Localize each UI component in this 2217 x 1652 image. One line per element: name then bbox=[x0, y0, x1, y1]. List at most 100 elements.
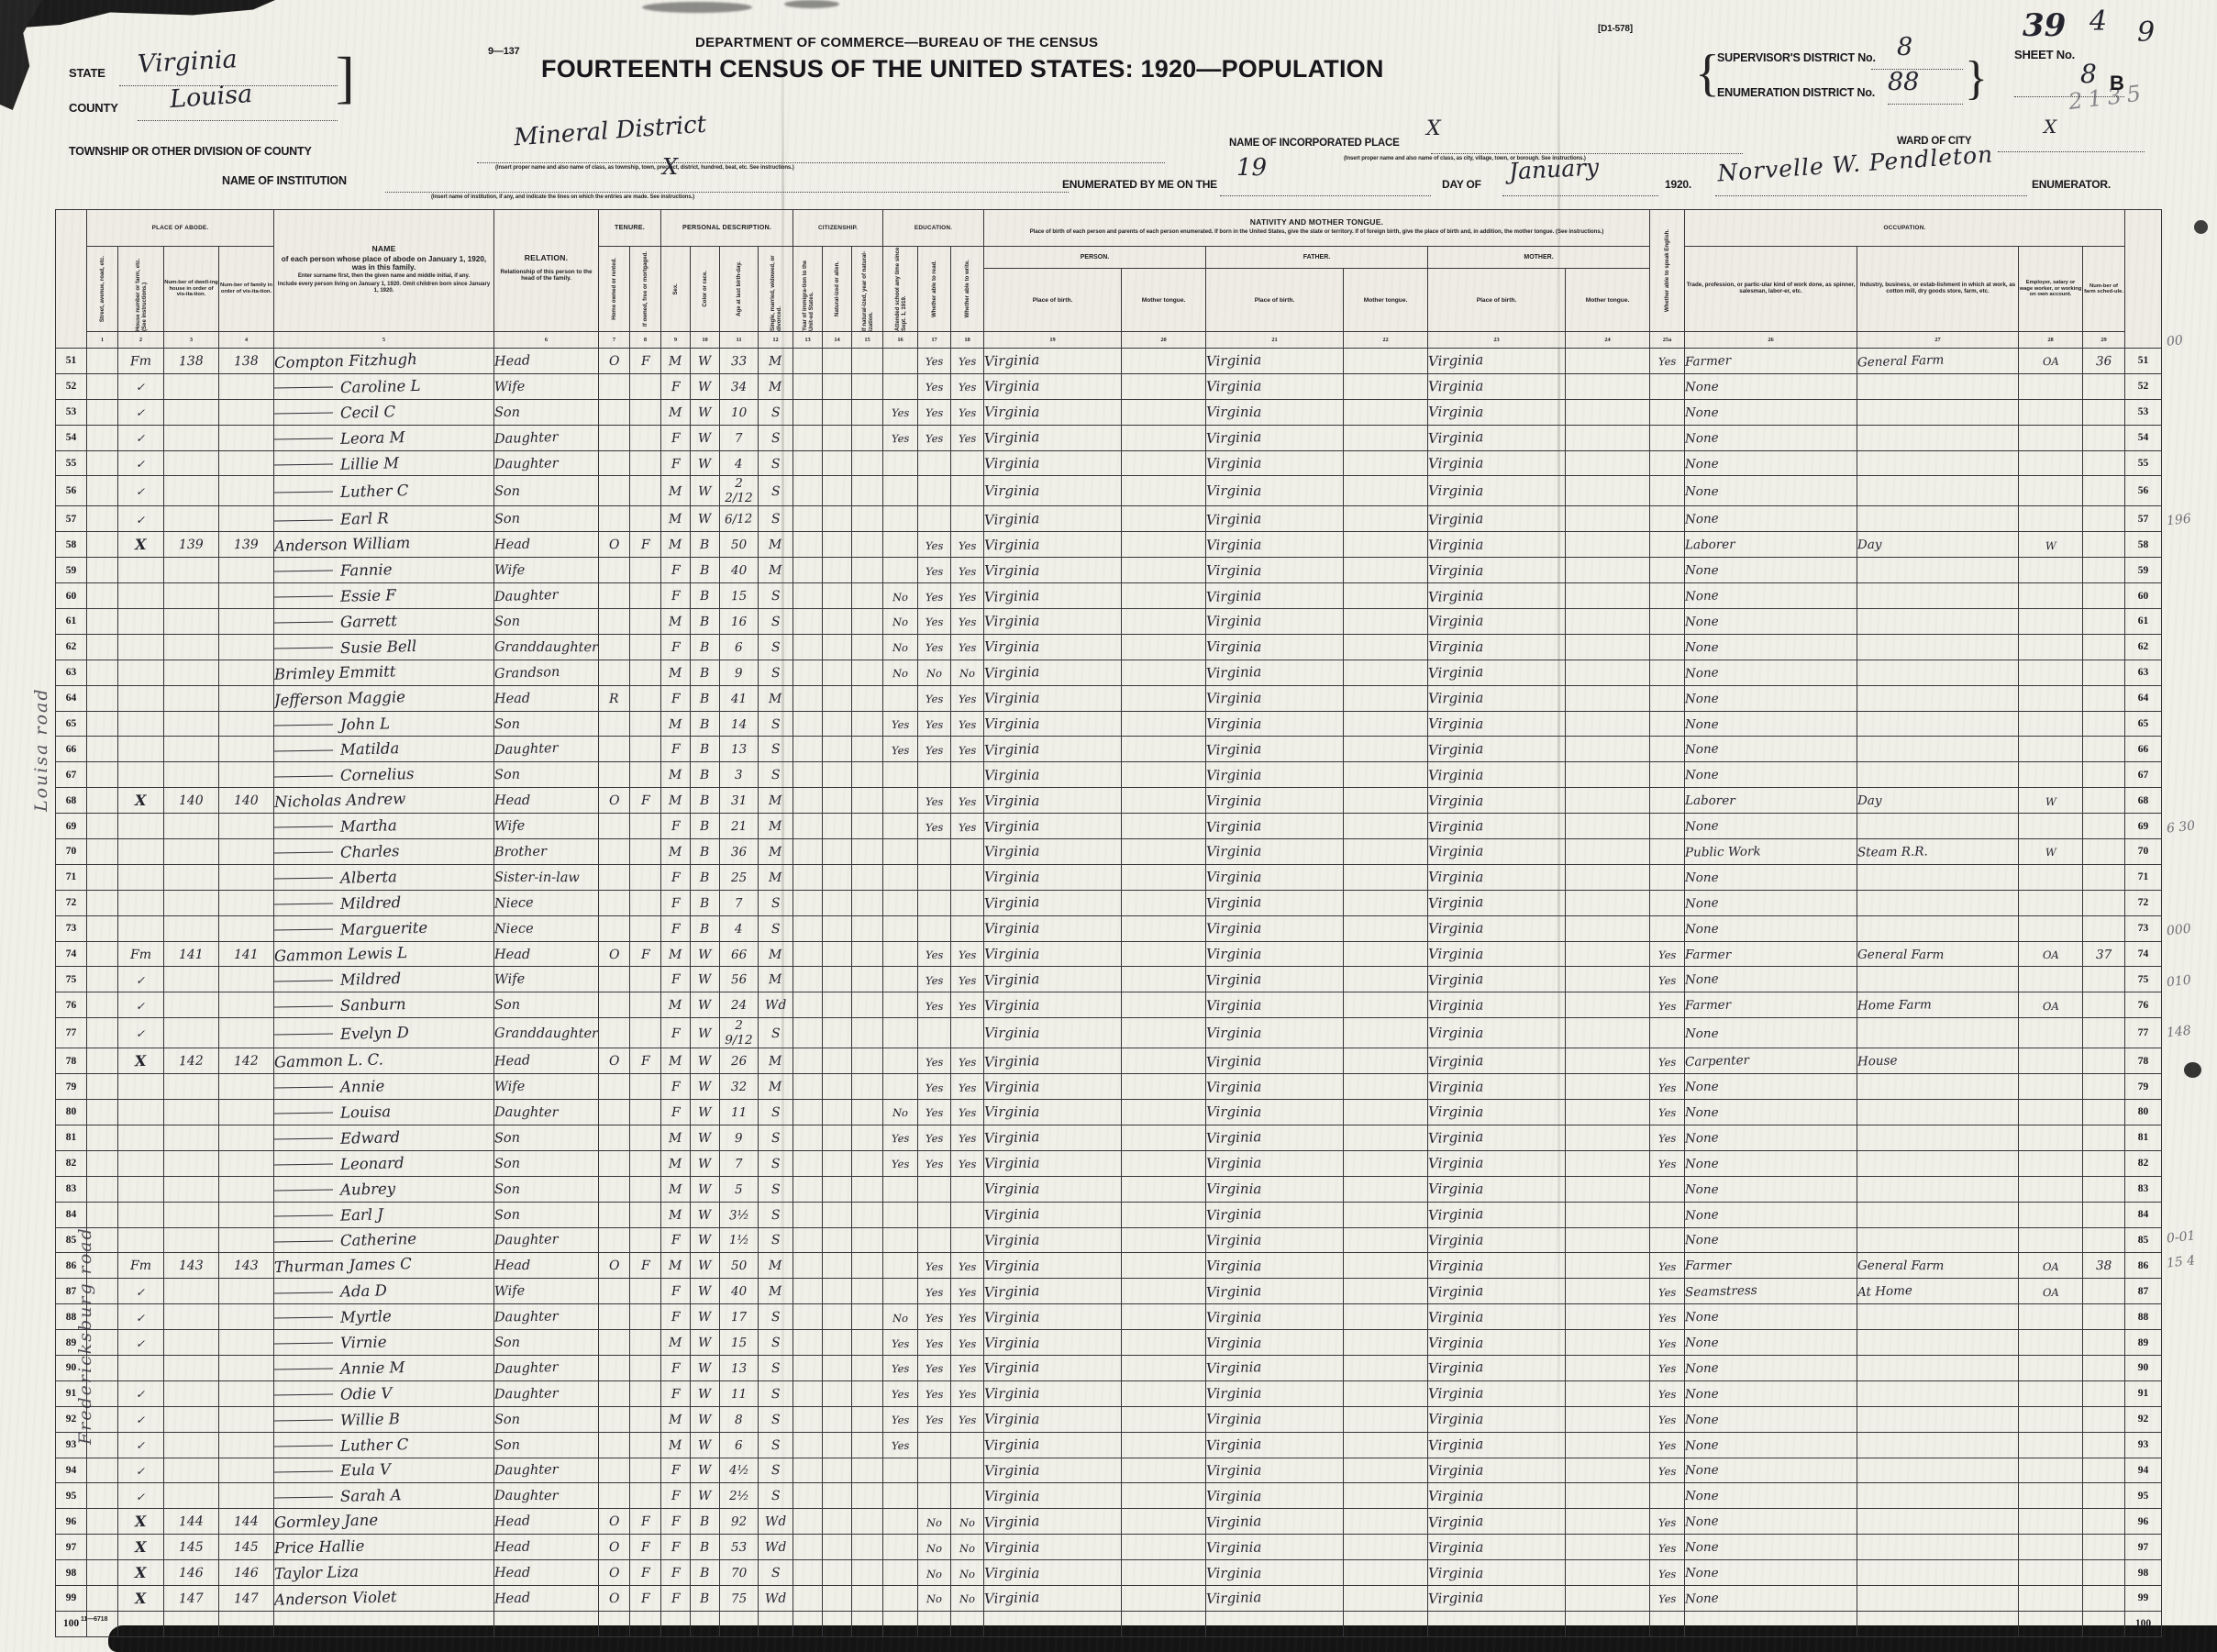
cell-father-birthplace: Virginia bbox=[1205, 1534, 1345, 1561]
cell-family-number: 144 bbox=[218, 1508, 274, 1536]
cell-father-mother-tongue bbox=[1343, 684, 1429, 712]
margin-pencil-note: 010 bbox=[2166, 972, 2192, 990]
cell-employer-class bbox=[2018, 761, 2084, 789]
cell-able-to-write: Yes bbox=[950, 633, 985, 660]
cell-able-to-write: Yes bbox=[950, 966, 985, 993]
cell-father-birthplace: Virginia bbox=[1205, 966, 1345, 993]
cell-mother-birthplace: Virginia bbox=[1427, 813, 1567, 840]
cell-naturalization-year bbox=[851, 1534, 884, 1561]
table-row: 85 Catherine Daughter F W 1½ S Virginia Virginia… bbox=[55, 1226, 2163, 1254]
cell-name: Garrett bbox=[273, 608, 494, 635]
relation-sub: Relationship of this person to the head … bbox=[500, 268, 593, 282]
table-row: 53 ✓ Cecil C Son M W 10 S Yes Yes Yes Virginia Virgi… bbox=[55, 398, 2163, 426]
cell-color-race: W bbox=[690, 1226, 721, 1254]
cell-marital-status: S bbox=[758, 889, 794, 916]
cell-birthplace: Virginia bbox=[983, 1099, 1123, 1125]
cell-father-birthplace: Virginia bbox=[1205, 761, 1345, 789]
column-number: 2 bbox=[117, 331, 164, 349]
cell-marital-status: S bbox=[758, 398, 794, 426]
cell-street bbox=[86, 633, 118, 660]
cell-sex: F bbox=[660, 1073, 692, 1101]
cell-mother-birthplace: Virginia bbox=[1427, 1048, 1567, 1075]
street-name-handwriting: Fredericksburg road bbox=[75, 1226, 95, 1445]
cell-attended-school bbox=[882, 557, 919, 584]
cell-mother-mother-tongue bbox=[1565, 449, 1651, 477]
cell-marital-status: S bbox=[758, 1303, 794, 1331]
cell-able-to-write bbox=[950, 915, 985, 942]
cell-industry: General Farm bbox=[1857, 940, 2020, 968]
cell-employer-class: W bbox=[2018, 787, 2084, 815]
cell-marital-status: M bbox=[758, 940, 794, 968]
cell-naturalization-year bbox=[851, 1252, 884, 1280]
cell-home-owned bbox=[598, 1124, 631, 1151]
cell-father-mother-tongue bbox=[1343, 1329, 1429, 1356]
table-row: 92 ✓ Willie B Son M W 8 S Yes Yes Yes Virginia Virgi… bbox=[55, 1405, 2163, 1433]
cell-employer-class bbox=[2018, 398, 2084, 426]
cell-mother-mother-tongue bbox=[1565, 761, 1651, 789]
table-row: 78 X 142 142 Gammon L. C. Head O F M W 26 M Yes Yes Vi… bbox=[55, 1048, 2163, 1075]
cell-name: Thurman James C bbox=[273, 1252, 494, 1280]
line-number-right: 67 bbox=[2124, 761, 2163, 789]
cell-age: 16 bbox=[719, 608, 759, 635]
cell-immigration-year bbox=[793, 838, 824, 865]
line-number-right: 53 bbox=[2124, 398, 2163, 426]
cell-farm-schedule: 37 bbox=[2082, 940, 2126, 968]
cell-mortgage bbox=[629, 1354, 662, 1381]
cell-naturalized bbox=[822, 348, 853, 374]
cell-home-owned bbox=[598, 813, 631, 840]
cell-home-owned: O bbox=[598, 787, 631, 815]
cell-age: 56 bbox=[719, 966, 759, 993]
cell-able-to-read: Yes bbox=[917, 557, 952, 584]
cell-mortgage: F bbox=[629, 1559, 662, 1586]
cell-trade: None bbox=[1684, 475, 1858, 507]
cell-family-number: 145 bbox=[218, 1534, 274, 1561]
cell-family-number bbox=[218, 1201, 274, 1228]
cell-naturalized bbox=[822, 1175, 853, 1203]
cell-speaks-english bbox=[1649, 787, 1686, 815]
cell-farm-schedule bbox=[2082, 608, 2126, 635]
cell-age: 50 bbox=[719, 1252, 759, 1280]
cell-speaks-english: Yes bbox=[1649, 1405, 1686, 1433]
column-number: 17 bbox=[917, 331, 952, 349]
cell-marital-status: S bbox=[758, 582, 794, 610]
column-head-mortgaged: If owned, free or mortgaged. bbox=[629, 246, 662, 332]
cell-employer-class: W bbox=[2018, 838, 2084, 865]
cell-street bbox=[86, 1226, 118, 1254]
cell-father-mother-tongue bbox=[1343, 813, 1429, 840]
cell-birthplace: Virginia bbox=[983, 1048, 1123, 1075]
cell-age: 14 bbox=[719, 710, 759, 737]
line-number-right: 84 bbox=[2124, 1201, 2163, 1228]
ward-line bbox=[1998, 150, 2145, 152]
cell-farm-schedule bbox=[2082, 424, 2126, 451]
cell-speaks-english bbox=[1649, 1175, 1686, 1203]
cell-name: Anderson William bbox=[273, 531, 494, 559]
cell-dwelling-number: 141 bbox=[163, 940, 219, 968]
cell-family-number: 139 bbox=[218, 531, 274, 559]
table-row: 61 Garrett Son M B 16 S No Yes Yes Virginia Virgini… bbox=[55, 608, 2163, 635]
cell-attended-school bbox=[882, 1559, 919, 1586]
cell-house-farm bbox=[117, 710, 164, 737]
cell-age: 4 bbox=[719, 915, 759, 942]
cell-house-farm bbox=[117, 557, 164, 584]
cell-family-number bbox=[218, 838, 274, 865]
state-county-bracket: ] bbox=[336, 47, 355, 109]
cell-trade: Farmer bbox=[1684, 348, 1858, 374]
cell-name: Earl J bbox=[273, 1201, 494, 1228]
cell-attended-school bbox=[882, 449, 919, 477]
cell-farm-schedule bbox=[2082, 1303, 2126, 1331]
cell-mother-birthplace: Virginia bbox=[1427, 557, 1567, 584]
cell-sex: F bbox=[660, 1226, 692, 1254]
cell-trade: None bbox=[1684, 1380, 1858, 1407]
cell-attended-school bbox=[882, 915, 919, 942]
cell-mother-birthplace: Virginia bbox=[1427, 659, 1567, 686]
cell-home-owned bbox=[598, 1303, 631, 1331]
cell-naturalization-year bbox=[851, 608, 884, 635]
cell-house-farm bbox=[117, 813, 164, 840]
cell-mortgage bbox=[629, 889, 662, 916]
cell-birthplace: Virginia bbox=[983, 889, 1123, 916]
cell-relation: Daughter bbox=[493, 582, 600, 610]
cell-naturalized bbox=[822, 372, 853, 400]
cell-dwelling-number bbox=[163, 608, 219, 635]
cell-immigration-year bbox=[793, 863, 824, 891]
line-number-left: 63 bbox=[55, 659, 87, 686]
